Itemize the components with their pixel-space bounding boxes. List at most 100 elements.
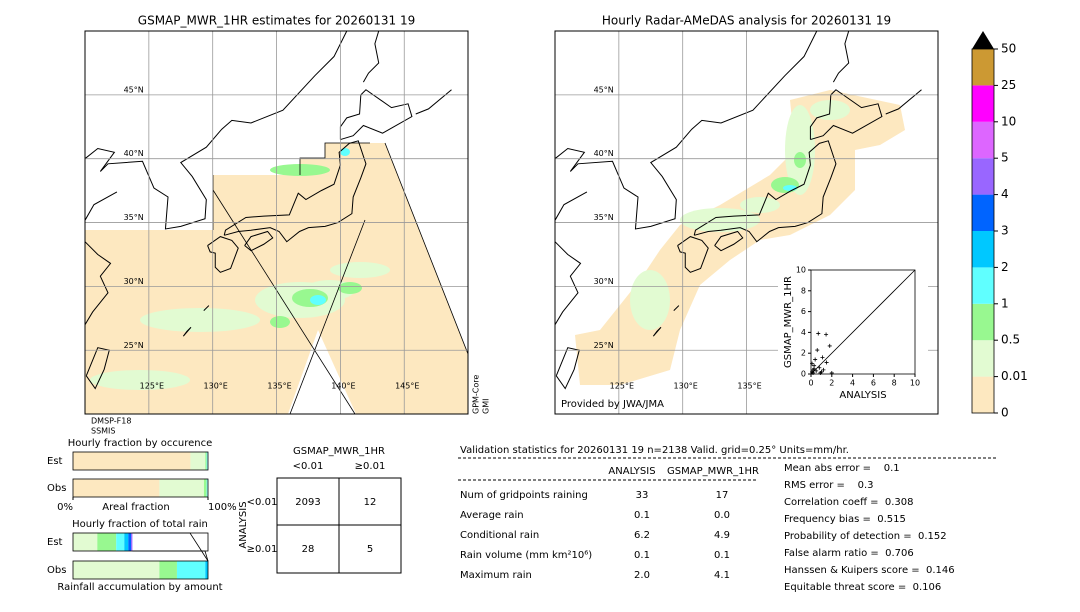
lon-label: 135°E (737, 382, 761, 391)
score: Correlation coeff = 0.308 (784, 497, 914, 508)
table-title: GSMAP_MWR_1HR (293, 446, 385, 457)
bar-segment (131, 533, 133, 551)
stats-value: 4.9 (714, 530, 730, 541)
light-rain (740, 197, 780, 213)
bar-segment (176, 561, 206, 579)
bar-chart-title: Hourly fraction by occurence (68, 438, 212, 449)
bar-frame (72, 560, 209, 580)
lat-label: 45°N (594, 85, 614, 94)
x-tick-label: 0 (808, 379, 813, 388)
lat-label: 30°N (124, 277, 144, 286)
lon-label: 125°E (610, 382, 634, 391)
scatter-point (829, 370, 834, 375)
category-label: Obs (47, 483, 66, 494)
colorbar-band (972, 49, 994, 86)
bar-segment (206, 452, 208, 470)
stats-value: 4.1 (714, 570, 730, 581)
colorbar-band (972, 376, 994, 413)
coastline (555, 347, 580, 390)
y-tick-label: 0 (801, 370, 806, 379)
coastline (362, 31, 380, 83)
x-tick-label: 4 (850, 379, 855, 388)
bar-chart-title: Hourly fraction of total rain (72, 519, 208, 530)
bar-segment (203, 479, 207, 497)
heavy-rain (340, 148, 350, 156)
bar-segment (73, 452, 191, 470)
lat-label: 40°N (594, 149, 614, 158)
colorbar-label: 25 (1001, 78, 1016, 92)
coastline (203, 305, 210, 312)
coastline (885, 89, 922, 115)
coastline (85, 241, 112, 325)
scatter-point (827, 343, 832, 348)
category-label: Obs (47, 565, 66, 576)
lat-label: 25°N (124, 341, 144, 350)
stats-header: GSMAP_MWR_1HR (667, 466, 759, 477)
colorbar-label: 3 (1001, 224, 1009, 238)
colorbar-label: 0.5 (1001, 333, 1020, 347)
table-cell: 5 (367, 544, 373, 555)
map-frame (84, 30, 469, 415)
scatter-point (821, 367, 826, 372)
credit: Provided by JWA/JMA (561, 399, 664, 410)
map-frame (554, 30, 939, 415)
colorbar-label: 4 (1001, 187, 1009, 201)
bar-segment (159, 561, 177, 579)
moderate-rain (794, 152, 806, 168)
scatter-point (818, 370, 823, 375)
x-tick-label: 100% (208, 502, 237, 513)
diagonal (810, 269, 916, 375)
stats-value: 0.0 (714, 510, 730, 521)
colorbar-band (972, 340, 994, 377)
x-tick-label: 10 (910, 379, 920, 388)
light-rain (90, 370, 190, 390)
lat-label: 35°N (124, 213, 144, 222)
lat-label: 35°N (594, 213, 614, 222)
coastline (673, 305, 680, 312)
coastline (244, 230, 274, 252)
colorbar-label: 1 (1001, 296, 1009, 310)
lat-label: 30°N (594, 277, 614, 286)
swath-edge (384, 142, 468, 355)
colorbar-band (972, 194, 994, 231)
stats-label: Rain volume (mm km²10⁶) (460, 550, 592, 561)
colorbar-label: 5 (1001, 151, 1009, 165)
colorbar-label: 50 (1001, 42, 1016, 56)
stats-value: 0.1 (634, 510, 650, 521)
y-tick-label: 6 (801, 307, 806, 316)
x-axis-label: Rainfall accumulation by amount (57, 582, 222, 593)
bar-segment (73, 533, 98, 551)
bar-frame (72, 478, 209, 498)
bar-frame (72, 451, 209, 471)
y-axis-label: GSMAP_MWR_1HR (783, 276, 794, 368)
bar-segment (97, 533, 117, 551)
row-header: <0.01 (247, 497, 278, 508)
stats-value: 33 (636, 490, 649, 501)
colorbar-label: 0 (1001, 406, 1009, 420)
coastline (809, 89, 883, 141)
scatter-point (820, 355, 825, 360)
map-title: GSMAP_MWR_1HR estimates for 20260131 19 (138, 14, 415, 28)
colorbar-band (972, 267, 994, 304)
map-title: Hourly Radar-AMeDAS analysis for 2026013… (602, 14, 891, 28)
lat-label: 45°N (124, 85, 144, 94)
table-cell: 12 (364, 497, 377, 508)
colorbar-extend (972, 31, 994, 49)
coastline (714, 230, 744, 252)
x-axis-label: ANALYSIS (839, 390, 886, 401)
light-rain (680, 208, 760, 232)
score: Hanssen & Kuipers score = 0.146 (784, 565, 955, 576)
bar-segment (128, 533, 132, 551)
stats-header: ANALYSIS (608, 466, 655, 477)
scatter-point (810, 361, 815, 366)
lat-label: 25°N (594, 341, 614, 350)
column-header: ≥0.01 (355, 461, 386, 472)
sensor-note: GMI (482, 399, 491, 414)
scatter-point (816, 331, 821, 336)
map: 125°E 130°E 135°E 140°E 145°E 45°N 40°N 35°N 30°… (84, 14, 469, 415)
stats-title: Validation statistics for 20260131 19 n=… (460, 445, 849, 456)
stats-label: Maximum rain (460, 570, 532, 581)
scatter-frame (810, 269, 916, 375)
coastline (85, 191, 118, 222)
light-rain (140, 308, 260, 332)
